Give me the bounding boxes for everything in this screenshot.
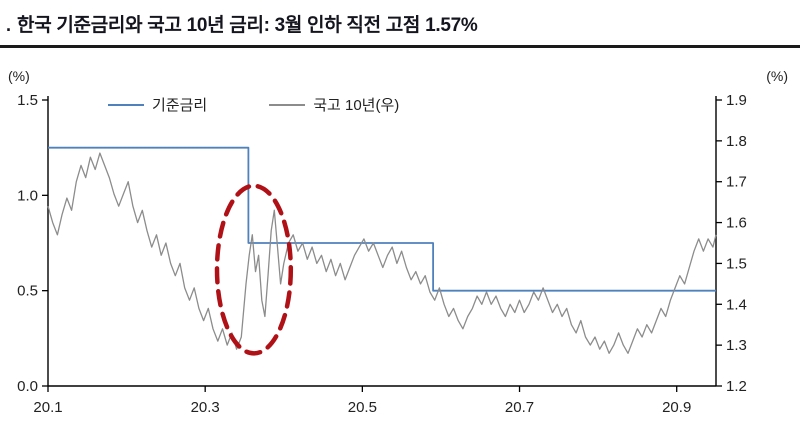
left-axis-tick-label: 1.5 xyxy=(17,92,38,109)
x-axis-tick-label: 20.5 xyxy=(348,399,377,416)
right-axis-tick-label: 1.6 xyxy=(726,215,747,232)
treasury-line-swatch xyxy=(269,103,306,106)
base-rate-line-swatch xyxy=(108,103,144,106)
left-axis-unit-label: (%) xyxy=(8,68,30,84)
x-axis-tick-label: 20.3 xyxy=(191,399,220,416)
legend-item-treasury-10y: 국고 10년(우) xyxy=(269,94,399,115)
legend-item-base-rate: 기준금리 xyxy=(108,94,207,115)
legend-label-treasury-10y: 국고 10년(우) xyxy=(313,97,400,114)
x-axis-tick-label: 20.1 xyxy=(33,399,62,416)
legend-label-base-rate: 기준금리 xyxy=(152,97,208,114)
line-chart: 0.0 0.5 1.0 1.5 1.2 1.3 1.4 1.5 1.6 1.7 1.8 1.9 20.1… xyxy=(17,92,747,416)
title-prefix: . xyxy=(6,15,12,35)
left-axis-tick-label: 0.5 xyxy=(17,283,38,300)
x-axis-tick-label: 20.7 xyxy=(505,399,534,416)
x-axis-tick-label: 20.9 xyxy=(662,399,691,416)
right-axis-tick-label: 1.3 xyxy=(726,337,747,354)
left-axis-tick-label: 1.0 xyxy=(17,187,38,204)
right-axis-tick-label: 1.8 xyxy=(726,133,747,150)
left-axis-tick-label: 0.0 xyxy=(17,378,38,395)
chart-area: (%) (%) 0.0 0.5 1.0 1.5 1.2 1.3 1.4 1.5 1.6 1.7 1.… xyxy=(0,48,800,440)
figure-header: . 한국 기준금리와 국고 10년 금리: 3월 인하 직전 고점 1.57% xyxy=(0,0,800,48)
right-axis-tick-label: 1.4 xyxy=(726,296,747,313)
right-axis-tick-label: 1.2 xyxy=(726,378,747,395)
march-peak-annotation-ellipse xyxy=(214,183,294,356)
right-axis-unit-label: (%) xyxy=(766,68,788,84)
chart-title: 한국 기준금리와 국고 10년 금리: 3월 인하 직전 고점 1.57% xyxy=(17,15,478,36)
right-axis-tick-label: 1.5 xyxy=(726,255,747,272)
right-axis-tick-label: 1.7 xyxy=(726,174,747,191)
series-line-base-rate xyxy=(48,146,716,292)
series-line-treasury-10y xyxy=(47,152,717,354)
right-axis-tick-label: 1.9 xyxy=(726,92,747,109)
chart-legend: 기준금리 국고 10년(우) xyxy=(108,94,399,115)
